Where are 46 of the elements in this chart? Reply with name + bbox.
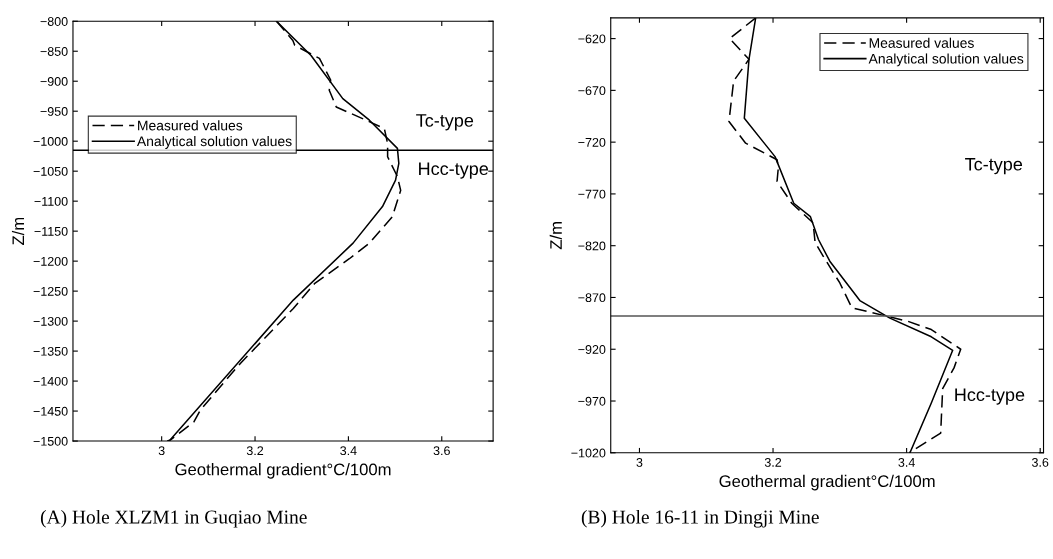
annotation: Hcc-type: [955, 388, 1025, 405]
annotation: Tc-type: [965, 158, 1023, 175]
x-tick-label: 3.4: [898, 457, 915, 467]
y-tick-label: −1050: [33, 166, 68, 176]
x-tick-label: 3.6: [1031, 457, 1049, 467]
y-tick-label: −1100: [34, 196, 68, 206]
y-tick-label: −1200: [33, 256, 68, 266]
annotation: Hcc-type: [419, 162, 489, 179]
y-tick-label: −820: [578, 241, 606, 251]
y-tick-label: −800: [40, 17, 68, 26]
y-tick-label: −620: [578, 34, 606, 44]
y-tick-label: −720: [578, 137, 606, 147]
x-tick-label: 3.2: [764, 457, 782, 467]
y-tick-label: −1020: [571, 448, 606, 458]
y-tick-label: −770: [578, 189, 606, 199]
text: (A) Hole XLZM1 in Guqiao Mine: [40, 509, 307, 528]
y-tick-label: −870: [578, 293, 606, 303]
legend-label: Analytical solution values: [136, 135, 292, 149]
y-axis-title: Z/m: [11, 217, 25, 245]
x-tick-label: 3.6: [433, 446, 450, 456]
x-tick-label: 3.4: [340, 446, 357, 456]
x-axis-title: Geothermal gradient°C/100m: [175, 463, 391, 479]
annotation: Tc-type: [416, 114, 474, 131]
y-tick-label: −1000: [33, 136, 68, 146]
y-tick-label: −670: [578, 86, 606, 96]
legend-label: Analytical solution values: [868, 53, 1024, 67]
x-tick-label: 3: [158, 446, 165, 456]
y-tick-label: −970: [578, 396, 606, 406]
legend-label: Measured values: [138, 120, 243, 131]
y-tick-label: −1450: [33, 406, 68, 416]
y-tick-label: −1150: [34, 226, 68, 236]
x-axis-title: Geothermal gradient°C/100m: [719, 474, 935, 491]
y-tick-label: −1350: [33, 346, 68, 356]
y-tick-label: −1500: [33, 436, 68, 446]
y-tick-label: −900: [40, 77, 68, 86]
text: (B) Hole 16-11 in Dingji Mine: [581, 509, 819, 528]
x-tick-label: 3.2: [246, 446, 264, 456]
legend-label: Measured values: [869, 37, 974, 48]
y-tick-label: −1250: [33, 286, 68, 296]
y-tick-label: −1300: [33, 316, 68, 326]
y-axis-title: Z/m: [549, 222, 562, 250]
y-tick-label: −850: [40, 47, 68, 56]
x-tick-label: 3: [636, 457, 643, 467]
y-tick-label: −920: [578, 345, 606, 354]
y-tick-label: −1400: [33, 376, 68, 386]
y-tick-label: −950: [40, 107, 68, 116]
